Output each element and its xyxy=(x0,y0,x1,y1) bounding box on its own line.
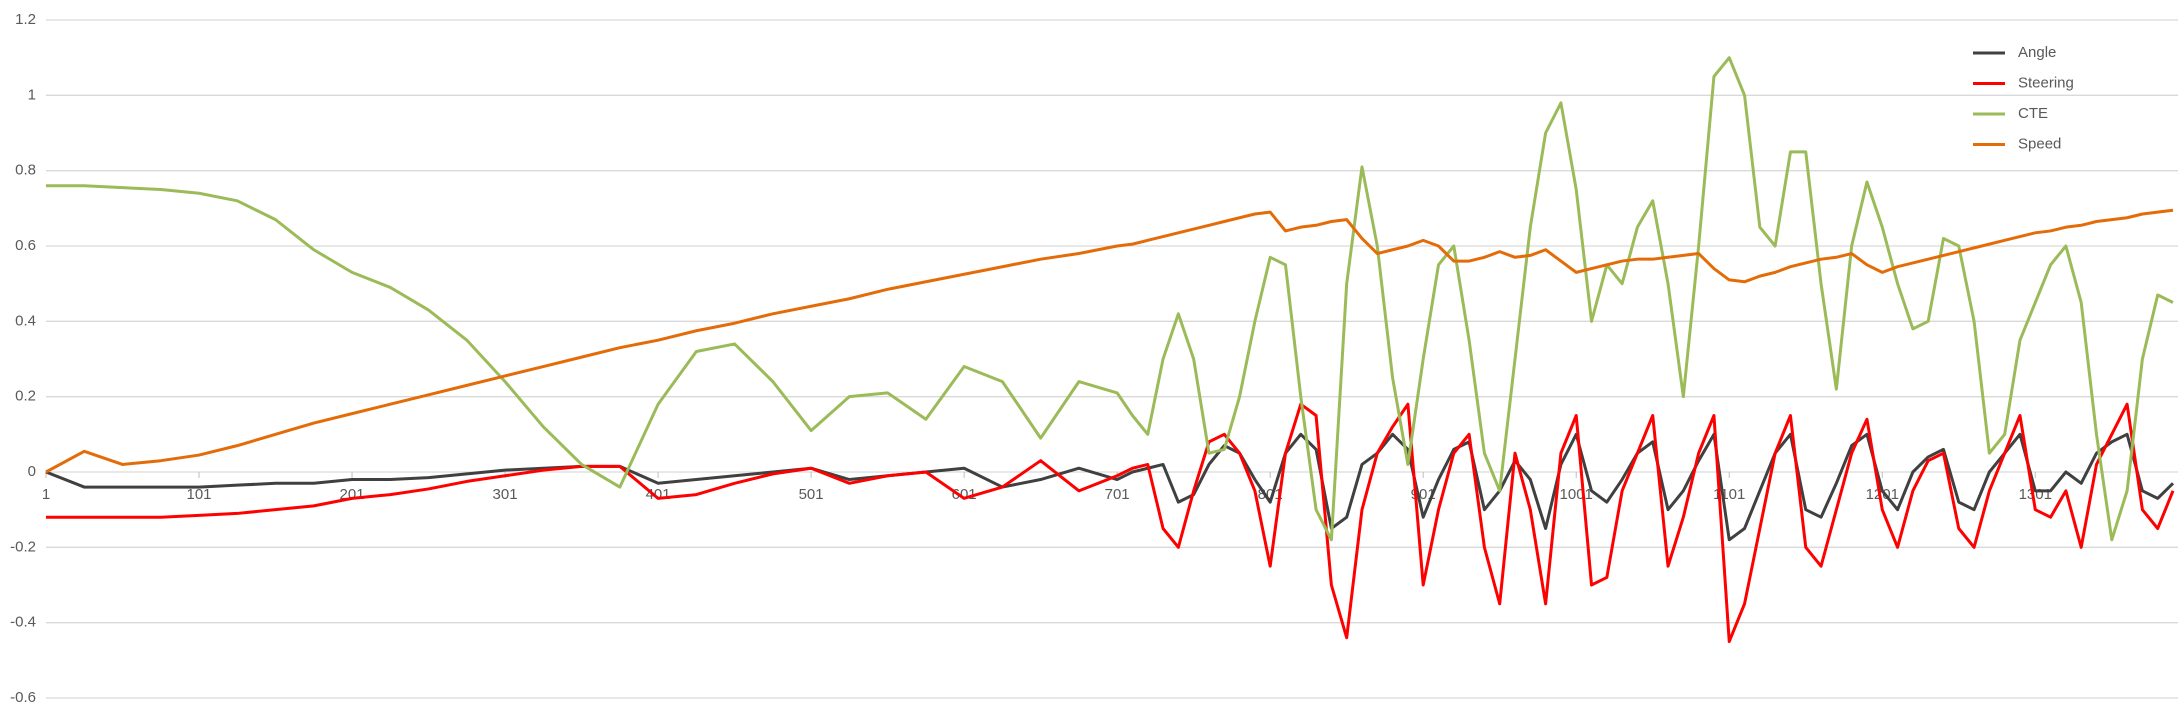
y-tick-label: 1 xyxy=(28,86,36,103)
y-tick-label: 0.2 xyxy=(15,388,36,405)
y-tick-label: 0 xyxy=(28,463,36,480)
y-tick-label: -0.6 xyxy=(10,689,36,706)
legend: Angle Steering CTE Speed xyxy=(1973,44,2074,152)
y-tick-label: 0.6 xyxy=(15,237,36,254)
series-line xyxy=(46,402,2175,643)
y-tick-label: 0.4 xyxy=(15,312,36,329)
x-tick-label: 101 xyxy=(187,486,212,503)
y-tick-label: 0.8 xyxy=(15,162,36,179)
legend-label: Angle xyxy=(2018,44,2056,61)
y-tick-label: -0.2 xyxy=(10,538,36,555)
series-line xyxy=(46,56,2174,542)
x-tick-label: 701 xyxy=(1105,486,1130,503)
x-tick-label: 301 xyxy=(493,486,518,503)
legend-label: Steering xyxy=(2018,74,2074,91)
x-tick-label: 1 xyxy=(42,486,50,503)
y-tick-label: -0.4 xyxy=(10,614,36,631)
legend-label: Speed xyxy=(2018,135,2061,152)
y-tick-label: 1.2 xyxy=(15,11,36,28)
legend-label: CTE xyxy=(2018,105,2048,122)
x-tick-label: 501 xyxy=(799,486,824,503)
x-tick-label: 1201 xyxy=(1866,486,1899,503)
x-tick-label: 601 xyxy=(952,486,977,503)
series-line xyxy=(45,432,2175,542)
series-line xyxy=(45,208,2174,474)
x-tick-label: 1001 xyxy=(1560,486,1593,503)
x-tick-label: 401 xyxy=(646,486,671,503)
